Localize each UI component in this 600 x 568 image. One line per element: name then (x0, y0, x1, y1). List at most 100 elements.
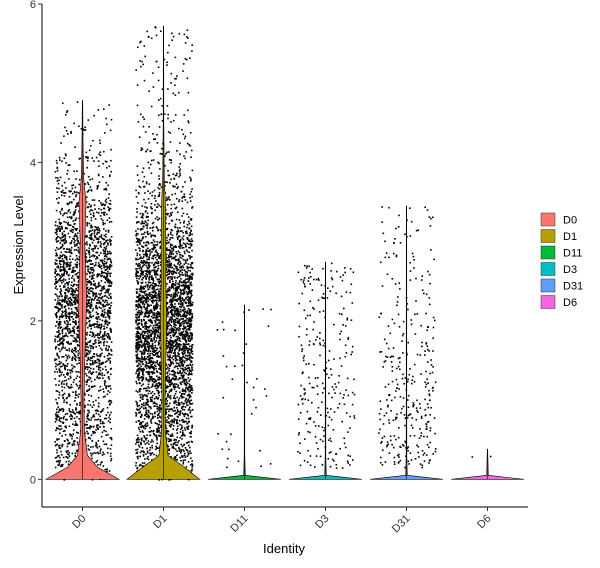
data-point (108, 272, 110, 275)
data-point (56, 187, 58, 189)
data-point (169, 389, 172, 391)
data-point (73, 290, 75, 293)
data-point (101, 309, 104, 312)
data-point (189, 308, 191, 311)
data-point (97, 297, 100, 299)
data-point (90, 225, 92, 227)
data-point (139, 264, 141, 266)
data-point (150, 364, 152, 367)
data-point (99, 289, 102, 292)
data-point (87, 413, 89, 415)
data-point (187, 451, 189, 454)
data-point (77, 250, 80, 252)
data-point (110, 458, 113, 460)
data-point (144, 202, 147, 204)
data-point (157, 255, 160, 257)
data-point (64, 238, 66, 241)
data-point (72, 327, 74, 329)
data-point (56, 198, 58, 200)
data-point (150, 315, 153, 318)
data-point (107, 411, 109, 414)
data-point (138, 389, 141, 392)
data-point (106, 354, 109, 357)
data-point (168, 391, 171, 393)
data-point (69, 258, 71, 260)
data-point (155, 304, 157, 306)
data-point (76, 437, 78, 439)
data-point (176, 267, 178, 270)
data-point (88, 411, 90, 414)
data-point (178, 170, 181, 172)
data-point (165, 196, 168, 199)
data-point (90, 263, 93, 265)
data-point (153, 296, 155, 299)
data-point (72, 267, 74, 269)
data-point (60, 383, 63, 385)
data-point (60, 373, 63, 376)
data-point (61, 342, 64, 344)
data-point (108, 104, 110, 106)
data-point (165, 209, 167, 211)
data-point (179, 235, 181, 238)
data-point (108, 400, 111, 402)
data-point (86, 235, 88, 237)
data-point (98, 366, 100, 369)
data-point (170, 287, 172, 289)
data-point (137, 240, 140, 243)
data-point (191, 267, 194, 269)
data-point (110, 305, 112, 307)
data-point (92, 371, 95, 374)
data-point (141, 351, 144, 353)
data-point (66, 357, 69, 360)
data-point (143, 334, 145, 336)
data-point (102, 223, 105, 226)
data-point (174, 245, 177, 247)
data-point (136, 165, 139, 167)
data-point (182, 322, 184, 325)
data-point (74, 259, 77, 261)
data-point (105, 198, 108, 201)
data-point (186, 278, 189, 280)
data-point (60, 338, 63, 340)
data-point (167, 375, 169, 377)
data-point (191, 278, 193, 280)
data-point (185, 290, 188, 293)
data-point (66, 356, 69, 358)
data-point (175, 412, 177, 414)
data-point (86, 221, 89, 224)
data-point (86, 243, 89, 246)
data-point (68, 315, 71, 318)
data-point (142, 262, 144, 264)
data-point (55, 456, 58, 459)
data-point (109, 203, 112, 205)
data-point (168, 260, 171, 263)
data-point (70, 284, 73, 287)
data-point (149, 324, 152, 327)
data-point (144, 281, 147, 284)
data-point (108, 207, 111, 210)
data-point (95, 245, 98, 247)
data-point (67, 203, 69, 206)
data-point (169, 402, 171, 405)
data-point (55, 418, 57, 420)
data-point (179, 340, 182, 342)
data-point (110, 459, 112, 462)
data-point (173, 298, 176, 301)
data-point (150, 206, 152, 208)
data-point (139, 266, 142, 268)
data-point (172, 384, 175, 387)
data-point (103, 260, 106, 263)
data-point (188, 401, 191, 404)
data-point (87, 394, 90, 396)
data-point (172, 119, 175, 122)
data-point (176, 410, 179, 413)
data-point (76, 340, 79, 343)
data-point (88, 210, 91, 213)
data-point (151, 459, 153, 461)
data-point (105, 334, 108, 337)
data-point (154, 284, 157, 287)
data-point (167, 385, 170, 388)
data-point (144, 275, 147, 277)
data-point (155, 454, 158, 457)
data-point (152, 394, 154, 397)
